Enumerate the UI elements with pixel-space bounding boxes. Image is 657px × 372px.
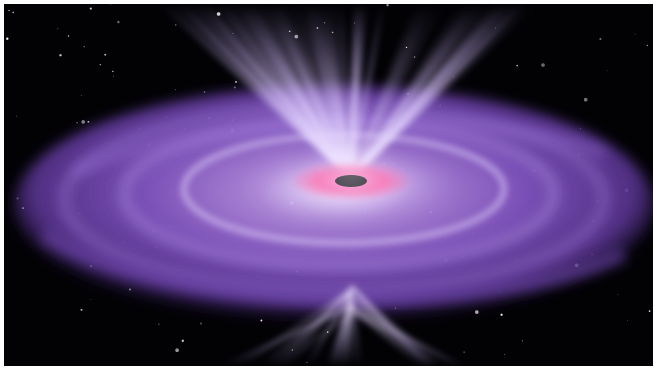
- star: [12, 11, 15, 14]
- star: [87, 120, 90, 123]
- jet-ray: [187, 4, 354, 179]
- jet-ray: [348, 4, 529, 179]
- star: [516, 64, 519, 67]
- star: [181, 339, 184, 342]
- core-glow: [311, 104, 391, 224]
- star: [80, 95, 82, 97]
- star: [112, 70, 114, 73]
- star: [112, 75, 114, 77]
- star: [99, 63, 102, 66]
- star: [634, 33, 636, 35]
- jet-ray: [175, 4, 354, 179]
- star: [8, 10, 10, 12]
- star: [158, 323, 160, 325]
- star: [500, 313, 503, 316]
- jet-ray: [349, 284, 432, 366]
- star: [59, 54, 62, 57]
- star: [233, 86, 236, 89]
- lower-jet: [217, 284, 469, 366]
- star: [463, 351, 465, 353]
- star: [89, 7, 92, 10]
- black-hole-artwork: [4, 4, 653, 366]
- star: [235, 80, 237, 83]
- jet-ray: [274, 287, 353, 366]
- star: [80, 308, 83, 311]
- star: [175, 24, 177, 26]
- star: [583, 97, 588, 102]
- star: [200, 322, 202, 325]
- star: [386, 4, 389, 7]
- star: [67, 35, 70, 37]
- star: [104, 53, 107, 56]
- star: [57, 28, 59, 30]
- star: [648, 310, 651, 312]
- star: [203, 91, 206, 93]
- jet-ray: [343, 291, 363, 366]
- star: [606, 70, 608, 72]
- star: [599, 37, 602, 41]
- star: [16, 115, 17, 117]
- star: [617, 294, 619, 295]
- star: [6, 37, 9, 40]
- star: [175, 348, 179, 353]
- star: [81, 120, 85, 124]
- star: [83, 45, 85, 48]
- star: [503, 353, 505, 356]
- jet-ray: [349, 312, 469, 366]
- star: [90, 299, 91, 300]
- jet-ray: [349, 305, 465, 366]
- star: [260, 319, 263, 322]
- star: [541, 63, 545, 67]
- star: [646, 44, 648, 47]
- star: [110, 4, 112, 5]
- star: [627, 320, 628, 321]
- star: [117, 20, 120, 24]
- star: [521, 340, 523, 342]
- star: [174, 89, 176, 91]
- star: [76, 122, 78, 124]
- star: [475, 310, 479, 314]
- black-hole-illustration: [4, 4, 653, 366]
